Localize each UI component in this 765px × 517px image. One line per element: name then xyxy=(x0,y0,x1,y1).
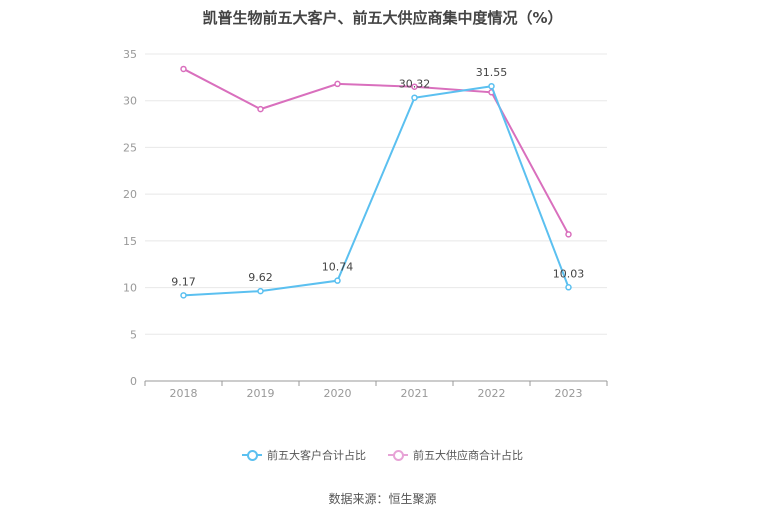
y-tick-label: 25 xyxy=(123,141,137,154)
y-tick-label: 10 xyxy=(123,282,137,295)
x-tick-label: 2019 xyxy=(247,387,275,400)
x-tick-label: 2022 xyxy=(478,387,506,400)
x-tick-label: 2021 xyxy=(401,387,429,400)
data-label: 10.03 xyxy=(553,267,585,280)
data-point-1 xyxy=(411,83,418,90)
data-point-0 xyxy=(257,287,264,295)
legend-item-customers[interactable]: 前五大客户合计占比 xyxy=(242,447,366,463)
data-label: 10.74 xyxy=(322,261,354,274)
series-line-0 xyxy=(183,85,570,297)
data-point-1 xyxy=(180,65,187,73)
data-point-0 xyxy=(180,292,187,299)
x-axis: 2018 2019 2020 2021 2022 2023 xyxy=(144,380,608,400)
x-tick-label: 2020 xyxy=(324,387,352,400)
legend-marker-suppliers-icon xyxy=(388,449,408,461)
y-tick-label: 30 xyxy=(123,95,137,108)
data-label: 9.17 xyxy=(171,275,196,288)
legend: 前五大客户合计占比 前五大供应商合计占比 xyxy=(0,447,765,463)
legend-marker-customers-icon xyxy=(242,449,262,461)
y-tick-label: 5 xyxy=(130,328,137,341)
legend-label-suppliers: 前五大供应商合计占比 xyxy=(413,449,523,462)
data-point-1 xyxy=(334,80,341,88)
data-source: 数据来源：恒生聚源 xyxy=(328,492,437,506)
y-tick-label: 0 xyxy=(130,375,137,388)
y-tick-label: 20 xyxy=(123,188,137,201)
data-point-0 xyxy=(334,277,341,284)
series-lines xyxy=(180,65,572,299)
y-tick-label: 35 xyxy=(123,48,137,61)
y-tick-label: 15 xyxy=(123,235,137,248)
data-label: 31.55 xyxy=(476,66,508,79)
chart-title: 凯普生物前五大客户、前五大供应商集中度情况（%） xyxy=(202,9,563,27)
data-point-0 xyxy=(411,94,418,101)
legend-item-suppliers[interactable]: 前五大供应商合计占比 xyxy=(388,447,523,463)
grid-lines xyxy=(145,53,607,335)
data-point-0 xyxy=(488,82,495,90)
data-label: 9.62 xyxy=(248,271,273,284)
x-tick-label: 2023 xyxy=(555,387,583,400)
data-labels: 9.17 9.62 10.74 30.32 31.55 10.03 xyxy=(171,66,584,288)
data-point-0 xyxy=(565,284,572,291)
series-line-1 xyxy=(183,68,570,235)
data-label: 30.32 xyxy=(399,78,431,91)
legend-label-customers: 前五大客户合计占比 xyxy=(267,449,366,462)
y-axis-ticks: 0 5 10 15 20 25 30 35 xyxy=(123,48,137,388)
data-point-1 xyxy=(565,231,572,238)
x-tick-label: 2018 xyxy=(170,387,198,400)
data-point-1 xyxy=(257,105,264,113)
